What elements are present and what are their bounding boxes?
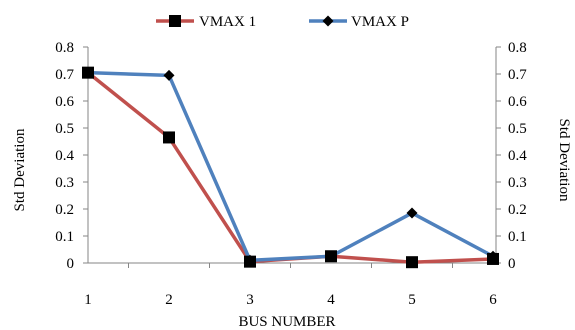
data-point bbox=[406, 207, 418, 219]
x-axis-title: BUS NUMBER bbox=[238, 314, 335, 330]
series-1-points bbox=[82, 66, 499, 269]
series-line bbox=[87, 70, 494, 263]
series-2 bbox=[87, 70, 494, 263]
data-point bbox=[163, 69, 175, 81]
y-tick-label-left: 0 bbox=[67, 256, 75, 272]
data-point bbox=[406, 256, 418, 269]
series-layer bbox=[82, 66, 499, 269]
series-1 bbox=[86, 71, 494, 264]
y-axis-title-right: Std Deviation bbox=[556, 119, 572, 202]
legend-label: VMAX P bbox=[351, 14, 409, 30]
legend-marker bbox=[322, 15, 334, 27]
x-tick-label: 6 bbox=[489, 292, 497, 308]
y-tick-label-left: 0.5 bbox=[55, 121, 74, 137]
legend-label: VMAX 1 bbox=[199, 14, 256, 30]
x-tick-label: 1 bbox=[84, 292, 92, 308]
y-tick-label-left: 0.7 bbox=[55, 67, 74, 83]
y-tick-label-right: 0.3 bbox=[508, 175, 527, 191]
y-tick-label-right: 0.8 bbox=[508, 40, 527, 56]
x-axis: 1 2 3 4 5 6 bbox=[84, 262, 497, 308]
y-tick-label-right: 0.4 bbox=[508, 148, 527, 164]
y-tick-label-right: 0.5 bbox=[508, 121, 527, 137]
legend: VMAX 1 VMAX P bbox=[156, 14, 409, 30]
y-axis-title-left: Std Deviation bbox=[12, 128, 28, 211]
y-tick-label-right: 0.2 bbox=[508, 202, 527, 218]
x-tick-label: 3 bbox=[246, 292, 254, 308]
data-point bbox=[487, 250, 499, 262]
y-tick-label-right: 0.6 bbox=[508, 94, 527, 110]
y-tick-label-left: 0.4 bbox=[55, 148, 74, 164]
y-tick-label-left: 0.3 bbox=[55, 175, 74, 191]
y-tick-label-right: 0.1 bbox=[508, 229, 527, 245]
series-2-points bbox=[82, 67, 499, 266]
data-point bbox=[82, 67, 94, 79]
y-tick-label-left: 0.2 bbox=[55, 202, 74, 218]
data-point bbox=[244, 254, 256, 266]
y-tick-label-left: 0.1 bbox=[55, 229, 74, 245]
series-line bbox=[86, 71, 494, 264]
y-tick-label-left: 0.6 bbox=[55, 94, 74, 110]
y-tick-label-right: 0 bbox=[508, 256, 516, 272]
y-tick-label-right: 0.7 bbox=[508, 67, 527, 83]
x-tick-label: 5 bbox=[408, 292, 416, 308]
legend-marker bbox=[169, 15, 181, 27]
y-axis-right: 0 0.1 0.2 0.3 0.4 0.5 0.6 0.7 0.8 bbox=[495, 40, 527, 272]
x-tick-label: 2 bbox=[165, 292, 173, 308]
legend-item: VMAX 1 bbox=[156, 14, 256, 30]
y-axis-left: 0 0.1 0.2 0.3 0.4 0.5 0.6 0.7 0.8 bbox=[55, 40, 89, 272]
data-point bbox=[325, 250, 337, 262]
legend-item: VMAX P bbox=[309, 14, 409, 30]
x-tick-label: 4 bbox=[327, 292, 335, 308]
y-tick-label-left: 0.8 bbox=[55, 40, 74, 56]
data-point bbox=[163, 131, 175, 144]
